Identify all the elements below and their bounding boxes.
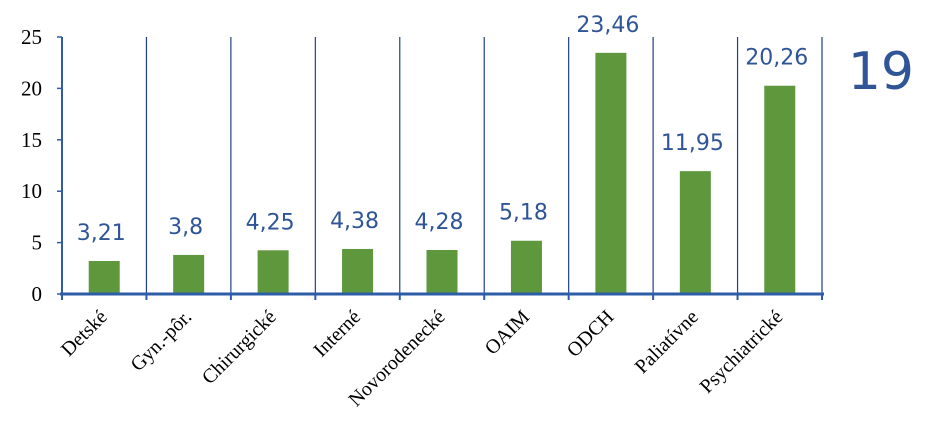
bar [257,250,289,294]
bar [679,171,711,294]
data-label: 23,46 [576,13,639,38]
data-label: 4,25 [246,210,295,235]
y-tick-label: 15 [21,128,42,152]
x-tick-label: Interné [309,306,365,362]
x-tick-label: Paliatívne [631,306,703,378]
x-tick-label: Gyn.-pôr. [126,306,196,376]
bar [510,240,542,294]
y-tick-label: 25 [21,25,42,49]
y-tick-label: 10 [21,179,42,203]
bar [595,52,627,294]
bar [342,248,374,294]
data-label: 3,8 [168,215,203,240]
bars [88,52,796,294]
category-separators [145,37,823,294]
bar [173,254,205,294]
data-label: 11,95 [661,131,724,156]
x-tick-label: ODCH [563,306,619,362]
x-tick-label: Detské [57,306,112,361]
x-tick-labels: Detské Gyn.-pôr. Chirurgické InternéNovorod… [57,306,787,411]
axes [57,36,824,300]
y-tick-labels: 0 5 10 15 20 25 [21,25,42,306]
y-tick-label: 0 [32,282,43,306]
x-tick-label: Chirurgické [198,306,281,389]
x-tick-label: Psychiatrické [696,306,788,398]
data-label: 4,38 [330,209,379,234]
data-label: 5,18 [499,201,548,226]
data-labels: 3,21 3,8 4,25 4,38 4,28 5,18 23,46 11,95 20,26 [77,13,809,246]
y-tick-label: 5 [32,231,43,255]
bar [764,85,796,294]
data-label: 3,21 [77,221,126,246]
x-tick-label: OAIM [481,306,534,359]
data-label: 4,28 [415,210,464,235]
slide-number: 19 [847,42,914,102]
bar [88,261,120,294]
y-tick-label: 20 [21,76,42,100]
bar [426,250,458,294]
data-label: 20,26 [745,46,808,71]
